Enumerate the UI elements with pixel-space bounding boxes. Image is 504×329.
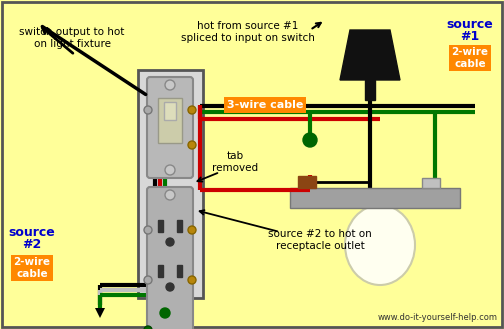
Bar [177,220,182,232]
Text: #1: #1 [460,31,480,43]
Bar [158,98,182,143]
Circle shape [188,141,196,149]
Circle shape [144,106,152,114]
Bar [365,80,375,100]
Circle shape [144,226,152,234]
Text: www.do-it-yourself-help.com: www.do-it-yourself-help.com [378,313,498,322]
Circle shape [166,238,174,246]
Text: source: source [447,18,493,32]
Text: 2-wire
cable: 2-wire cable [452,47,488,69]
Circle shape [188,106,196,114]
Bar [158,220,163,232]
Circle shape [144,276,152,284]
Polygon shape [95,308,105,318]
Circle shape [165,165,175,175]
Circle shape [303,133,317,147]
Bar [298,176,316,188]
Text: tab
removed: tab removed [212,151,258,173]
Bar [290,188,460,208]
Circle shape [165,190,175,200]
Circle shape [166,283,174,291]
Text: 3-wire cable: 3-wire cable [227,100,303,110]
Bar [177,265,182,277]
Circle shape [160,308,170,318]
Circle shape [188,226,196,234]
Text: 2-wire
cable: 2-wire cable [14,257,50,279]
Bar [138,70,203,298]
FancyBboxPatch shape [147,187,193,329]
FancyBboxPatch shape [147,77,193,178]
Ellipse shape [345,205,415,285]
Polygon shape [340,30,400,80]
Bar [164,102,176,120]
Bar [422,178,440,188]
Text: source: source [9,225,55,239]
Text: switch output to hot
on light fixture: switch output to hot on light fixture [19,27,124,49]
Text: hot from source #1
spliced to input on switch: hot from source #1 spliced to input on s… [181,21,315,43]
Circle shape [144,326,152,329]
Bar [158,265,163,277]
Text: #2: #2 [22,238,42,250]
Circle shape [165,80,175,90]
Circle shape [188,276,196,284]
Text: source #2 to hot on
receptacle outlet: source #2 to hot on receptacle outlet [268,229,372,251]
